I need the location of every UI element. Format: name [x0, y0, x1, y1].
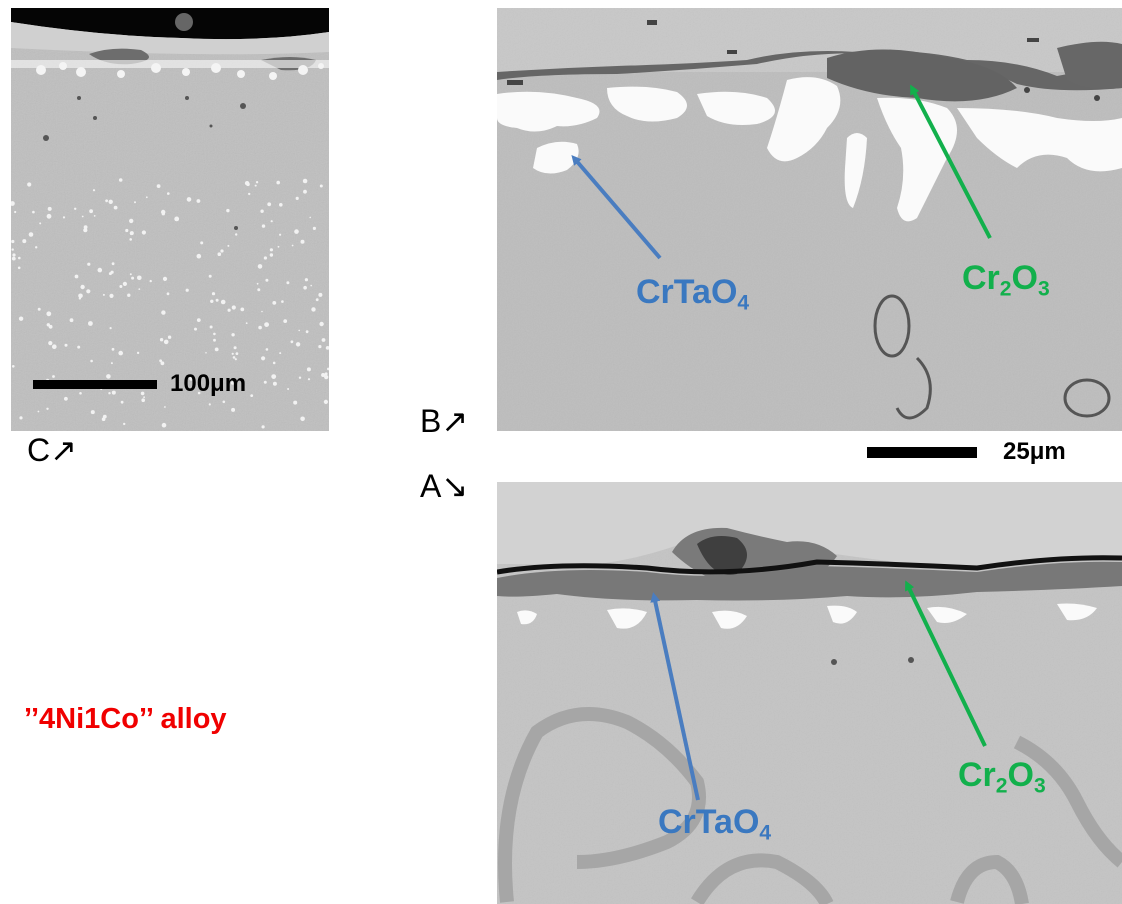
panel-b-label: B↗	[420, 405, 468, 437]
panel-a-letter: A	[420, 468, 442, 504]
micrograph-c	[11, 8, 329, 431]
alloy-caption: ’’4Ni1Co’’ alloy	[24, 703, 227, 735]
panel-a-cr2o3-label: Cr2O3	[958, 758, 1046, 797]
panel-c-arrow-icon: ↗	[50, 432, 77, 468]
panel-b-crtao4-base: CrTaO	[636, 273, 738, 311]
panel-a-crtao4-base: CrTaO	[658, 803, 760, 841]
scalebar-100um	[33, 380, 157, 389]
panel-b-cr2o3-base1: Cr	[962, 259, 1000, 297]
panel-b-crtao4-sub: 4	[737, 291, 750, 315]
panel-c-letter: C	[27, 432, 51, 468]
panel-c-label: C↗	[27, 434, 77, 466]
panel-a-arrow-icon: ↘	[441, 468, 469, 504]
panel-b-arrow-icon: ↗	[441, 403, 469, 439]
panel-a-cr2o3-base2: O	[1007, 756, 1034, 794]
panel-a-crtao4-label: CrTaO4	[658, 805, 771, 844]
scalebar-25um	[867, 447, 977, 458]
panel-a-cr2o3-sub2: 3	[1033, 774, 1046, 798]
scalebar-25um-label: 25μm	[1003, 438, 1066, 465]
panel-b-letter: B	[420, 403, 442, 439]
panel-b-cr2o3-label: Cr2O3	[962, 261, 1050, 300]
panel-a-label: A↘	[420, 470, 468, 502]
micrograph-b	[497, 8, 1122, 431]
panel-a-cr2o3-sub1: 2	[995, 774, 1008, 798]
panel-a-cr2o3-base1: Cr	[958, 756, 996, 794]
micrograph-a	[497, 482, 1122, 904]
panel-b-crtao4-label: CrTaO4	[636, 275, 749, 314]
panel-b-cr2o3-sub2: 3	[1037, 277, 1050, 301]
scalebar-100um-label: 100μm	[170, 370, 247, 397]
panel-b-cr2o3-base2: O	[1011, 259, 1038, 297]
panel-a-crtao4-sub: 4	[759, 821, 772, 845]
panel-b-cr2o3-sub1: 2	[999, 277, 1012, 301]
